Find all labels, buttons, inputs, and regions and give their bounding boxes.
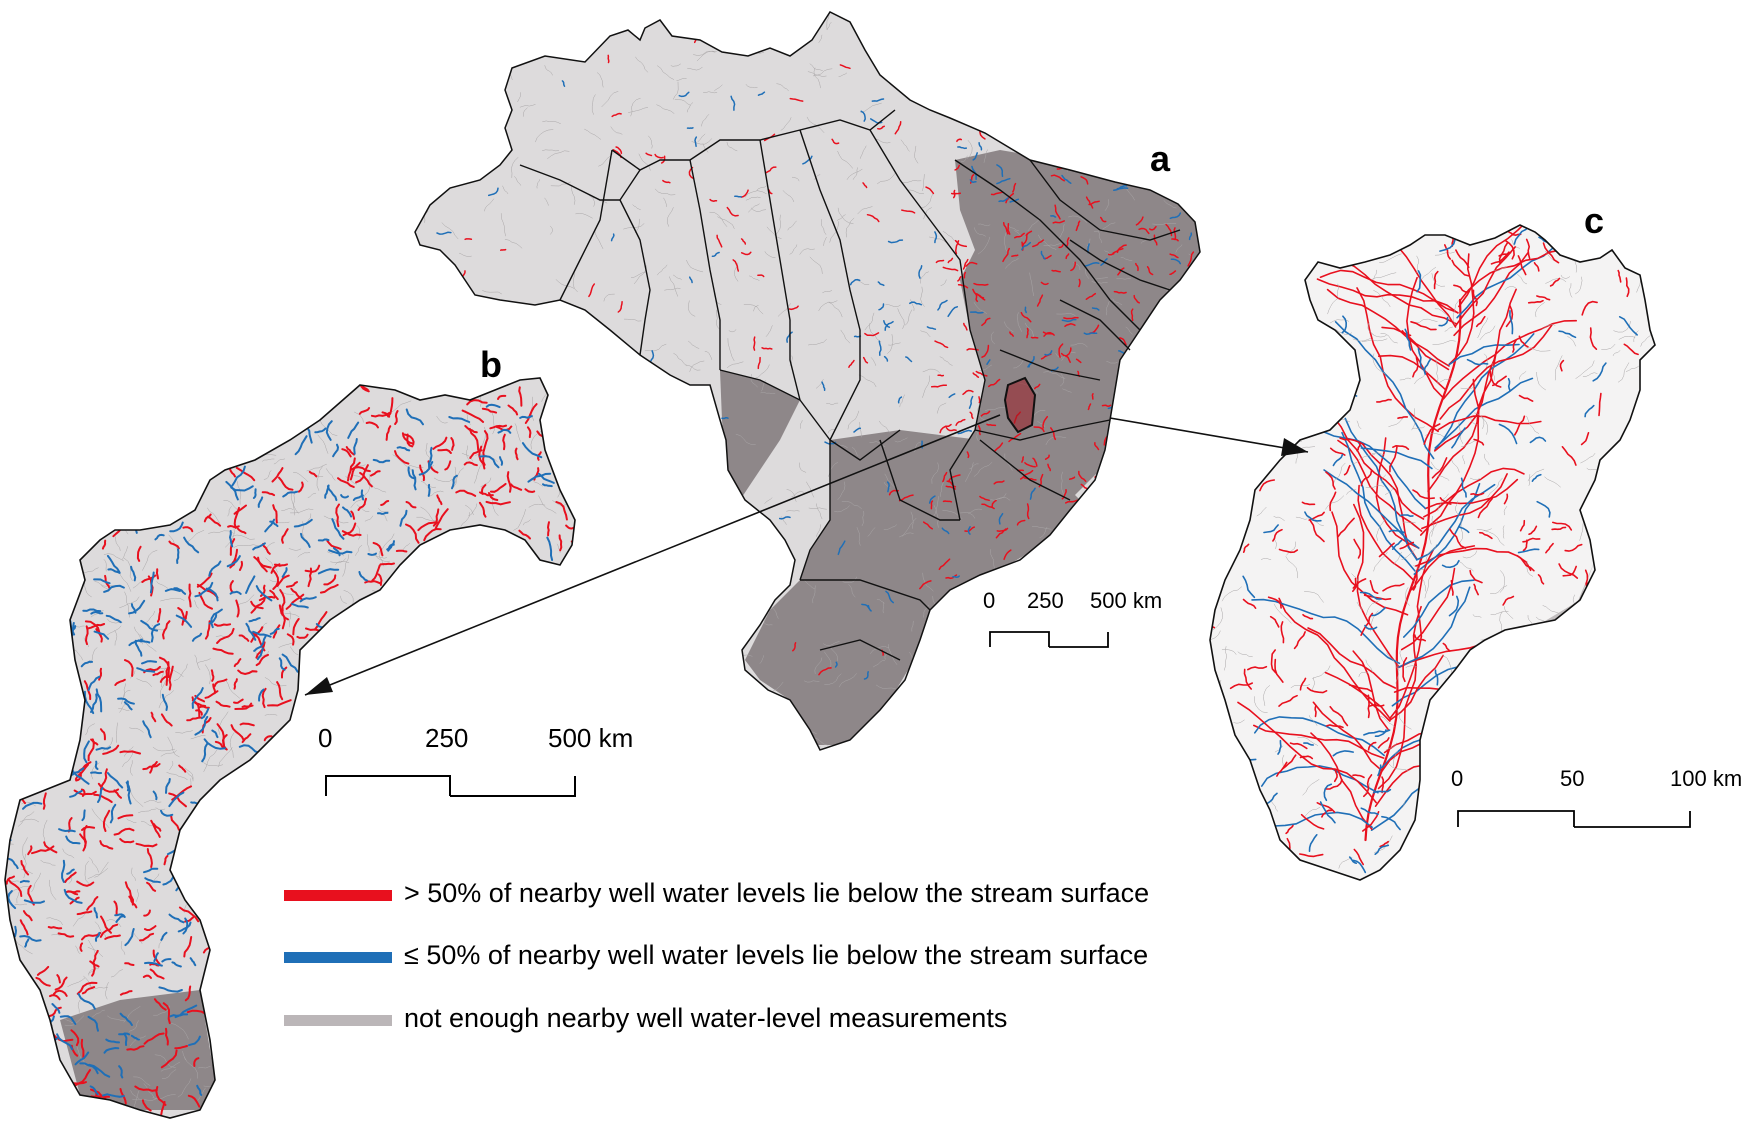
stream-segment-gaining [735,196,741,197]
stream-segment-losing [157,569,158,578]
stream-segment-losing [503,435,505,450]
stream-segment-losing [189,585,190,607]
stream-segment-gaining [1025,307,1026,312]
stream-segment-losing [954,191,955,198]
panel-label-b: b [480,344,502,386]
stream-segment-losing [987,424,995,425]
legend-label-gaining: ≤ 50% of nearby well water levels lie be… [404,940,1148,971]
stream-segment-losing [944,501,952,502]
stream-segment-losing [1109,254,1114,255]
stream-segment-losing [397,551,407,552]
stream-segment-losing [952,193,961,194]
stream-segment-losing [395,411,398,424]
arrow-head-b-icon [305,677,333,695]
stream-segment-gaining [971,312,983,313]
stream-segment-losing [1012,255,1018,256]
panel-label-a: a [1150,138,1170,180]
stream-segment-gaining [520,416,532,418]
scale-c-label-50: 50 [1560,766,1584,792]
stream-segment-gaining [91,772,101,773]
scale-a-label-500: 500 km [1090,588,1162,614]
stream-segment-grey [173,857,185,860]
scale-a-label-0: 0 [983,588,995,614]
stream-segment-losing [228,526,239,527]
scale-bar-a [990,632,1108,647]
stream-segment-gaining [2,829,11,840]
scale-bar-b [326,776,575,796]
scale-bar-b-left [326,776,450,796]
stream-segment-losing [1032,337,1038,338]
stream-segment-losing [1103,405,1111,406]
stream-segment-losing [212,670,214,681]
stream-segment-losing [483,450,485,465]
stream-segment-gaining [722,418,728,419]
stream-segment-losing [1315,706,1316,717]
stream-segment-gaining [176,876,186,890]
stream-segment-losing [215,624,230,625]
stream-segment-losing [501,250,506,251]
panel-label-c: c [1584,200,1604,242]
legend-swatch-losing [284,890,392,901]
stream-segment-losing [1092,394,1093,399]
stream-segment-losing [275,564,287,565]
stream-segment-losing [1368,695,1369,717]
stream-segment-grey [203,796,229,800]
stream-segment-gaining [429,485,430,496]
stream-segment-gaining [15,927,16,937]
scale-c-label-0: 0 [1451,766,1463,792]
stream-segment-gaining [1509,379,1511,391]
stream-segment-losing [381,564,394,565]
stream-segment-losing [754,337,755,350]
scale-bar-c-left [1458,811,1574,827]
stream-segment-losing [1132,309,1133,320]
stream-segment-losing [938,375,943,376]
scale-bar-c-right [1574,811,1690,827]
scale-bar-c [1458,811,1690,827]
scale-bar-b-right [450,776,575,796]
scale-b-label-250: 250 [425,723,468,754]
scale-b-label-500: 500 km [548,723,633,754]
stream-segment-losing [1028,504,1029,519]
stream-segment-losing [548,522,549,535]
stream-segment-gaining [21,881,29,882]
scale-c-label-100: 100 km [1670,766,1742,792]
stream-segment-losing [608,55,609,62]
stream-segment-losing [979,397,980,403]
basin-c-map [1203,168,1655,880]
legend-label-losing: > 50% of nearby well water levels lie be… [404,878,1149,909]
scale-b-label-0: 0 [318,723,332,754]
legend-swatch-insufficient [284,1015,392,1026]
stream-segment-gaining [378,513,388,514]
arrow-to-c [1110,418,1308,452]
legend-swatch-gaining [284,952,392,963]
stream-segment-gaining [319,540,329,541]
scale-bar-a-right [1049,632,1108,647]
legend-label-insufficient: not enough nearby well water-level measu… [404,1003,1007,1034]
scale-a-label-250: 250 [1027,588,1064,614]
stream-segment-losing [243,706,253,707]
scale-bar-a-left [990,632,1049,647]
stream-segment-losing [762,348,772,349]
